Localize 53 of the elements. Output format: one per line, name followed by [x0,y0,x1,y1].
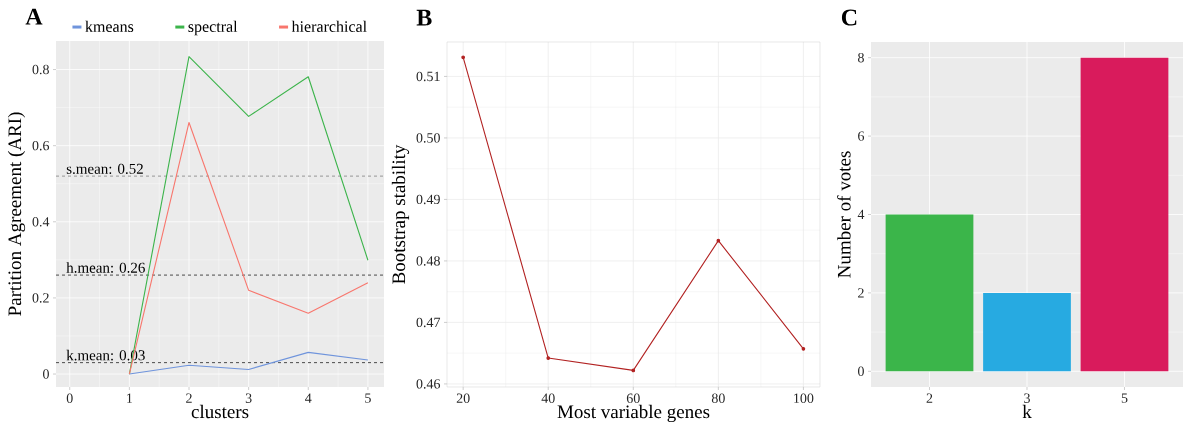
x-tick-label: 4 [305,393,312,403]
x-tick-label: 40 [541,393,555,403]
y-tick-label: 8 [858,52,864,63]
chart-title: B [416,9,432,26]
x-tick-label: 5 [365,393,371,403]
point [631,368,636,373]
ref-line-label: s.mean: 0.52 [66,163,143,174]
point [546,356,551,360]
legend-label: kmeans [85,20,134,32]
x-tick-label: 100 [794,393,814,403]
y-tick-label: 0.2 [32,293,49,303]
y-tick-label: 0.49 [416,194,440,205]
y-tick-label: 0 [43,369,49,379]
point [801,347,806,351]
y-tick-label: 0.4 [32,217,50,227]
chart-title: C [841,9,857,26]
point [716,238,721,243]
y-tick-label: 6 [858,131,865,141]
y-tick-label: 0.51 [416,71,440,82]
y-tick-label: 4 [857,209,865,220]
x-tick-label: 0 [66,393,73,403]
x-axis-title: Most variable genes [557,404,710,423]
x-tick-label: 1 [127,393,133,403]
x-axis-title: clusters [191,404,249,419]
x-tick-label: 2 [926,393,933,403]
x-axis-title: k [1022,404,1032,418]
point [461,55,466,60]
x-tick-label: 5 [1121,393,1128,403]
y-tick-label: 0.47 [416,317,441,328]
y-axis-title: Partition Agreement (ARI) [7,112,26,316]
ref-line-label: k.mean: 0.03 [66,349,145,361]
y-tick-label: 2 [858,288,864,298]
x-tick-label: 80 [711,393,725,403]
y-axis-title: Number of votes [837,151,851,278]
y-tick-label: 0.48 [416,256,440,266]
y-tick-label: 0.46 [416,379,441,389]
y-axis-title: Bootstrap stability [391,144,410,284]
x-tick-label: 20 [456,393,470,403]
y-tick-label: 0 [858,366,864,377]
x-tick-label: 2 [186,393,192,403]
legend-label: spectral [188,20,238,36]
bar [885,214,974,372]
chart-title: A [25,8,43,25]
ref-line-label: h.mean: 0.26 [66,262,145,273]
bar [983,292,1071,372]
bar [1080,57,1169,372]
y-tick-label: 0.8 [32,64,49,75]
x-tick-label: 3 [245,393,252,403]
x-tick-label: 60 [626,393,640,403]
y-tick-label: 0.50 [416,133,440,143]
y-tick-label: 0.6 [32,140,50,151]
x-tick-label: 3 [1024,393,1030,403]
legend-label: hierarchical [291,20,367,32]
